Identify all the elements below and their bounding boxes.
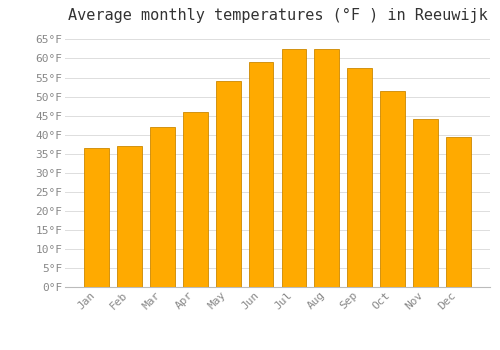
Bar [117,146,142,287]
Bar [413,119,438,287]
Bar [446,136,470,287]
Bar [216,81,240,287]
Title: Average monthly temperatures (°F ) in Reeuwijk: Average monthly temperatures (°F ) in Re… [68,8,488,23]
Bar [348,68,372,287]
Bar [282,49,306,287]
Bar [150,127,174,287]
Bar [314,49,339,287]
Bar [248,62,274,287]
Bar [183,112,208,287]
Bar [84,148,109,287]
Bar [380,91,405,287]
